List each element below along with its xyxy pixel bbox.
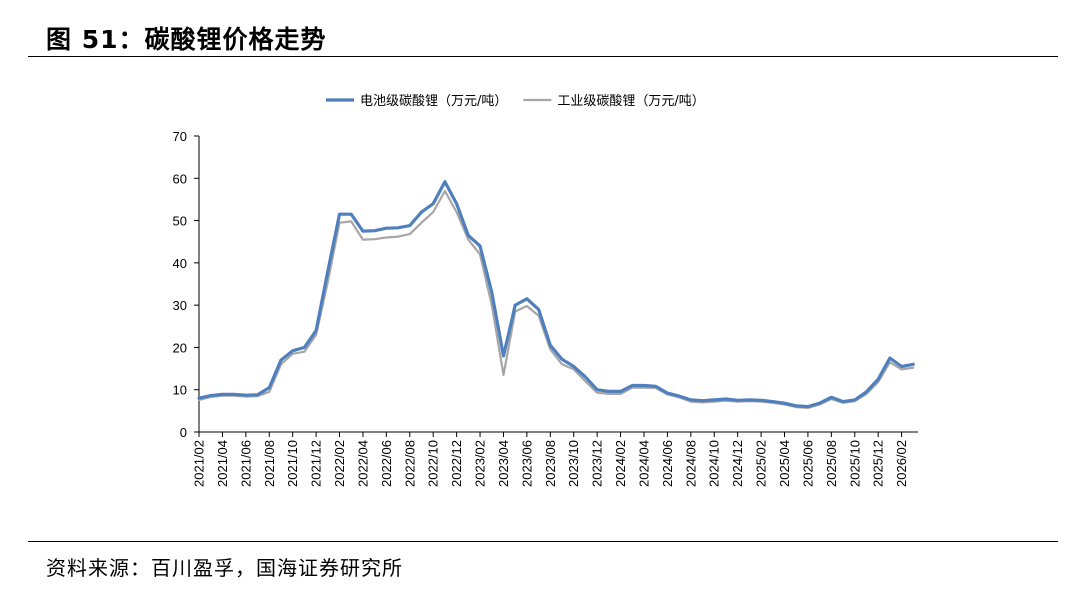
x-tick-label: 2021/04	[215, 440, 230, 487]
x-tick-label: 2021/02	[192, 440, 207, 487]
y-tick-label: 30	[173, 298, 187, 313]
y-axis: 0 10 20 30 40 50 60 70	[173, 129, 200, 440]
y-tick-label: 40	[173, 256, 187, 271]
y-tick-label: 50	[173, 214, 187, 229]
x-tick-label: 2024/10	[707, 440, 722, 487]
x-tick-label: 2022/10	[426, 440, 441, 487]
legend-label-battery: 电池级碳酸锂（万元/吨）	[360, 94, 507, 109]
x-tick-label: 2023/04	[496, 440, 511, 487]
x-tick-label: 2024/12	[730, 440, 745, 487]
series-layer	[197, 180, 915, 409]
x-tick-label: 2025/12	[871, 440, 886, 487]
source-note: 资料来源：百川盈孚，国海证券研究所	[46, 556, 403, 580]
y-tick-label: 70	[173, 129, 187, 144]
legend-label-industrial: 工业级碳酸锂（万元/吨）	[557, 94, 704, 109]
x-tick-label: 2024/02	[613, 440, 628, 487]
x-tick-label: 2025/06	[800, 440, 815, 487]
y-tick-label: 60	[173, 171, 187, 186]
x-tick-label: 2023/12	[590, 440, 605, 487]
title-rule	[28, 56, 1058, 57]
x-tick-label: 2025/02	[754, 440, 769, 487]
x-tick-label: 2026/02	[894, 440, 909, 487]
x-tick-label: 2022/12	[449, 440, 464, 487]
x-tick-label: 2024/08	[683, 440, 698, 487]
x-tick-label: 2024/04	[636, 440, 651, 487]
y-tick-label: 20	[173, 340, 187, 355]
x-tick-label: 2021/06	[238, 440, 253, 487]
source-rule	[28, 541, 1058, 542]
y-tick-label: 10	[173, 383, 187, 398]
chart-legend: 电池级碳酸锂（万元/吨） 工业级碳酸锂（万元/吨）	[326, 94, 705, 109]
x-tick-label: 2021/08	[262, 440, 277, 487]
x-tick-label: 2025/04	[777, 440, 792, 487]
x-axis: 2021/02 2021/04 2021/06 2021/08 2021/10 2021/…	[192, 431, 918, 487]
figure-title: 图 51：碳酸锂价格走势	[46, 25, 327, 54]
x-tick-label: 2021/12	[309, 440, 324, 487]
series-line-industrial	[197, 189, 915, 409]
x-tick-label: 2024/06	[660, 440, 675, 487]
x-tick-label: 2023/08	[543, 440, 558, 487]
x-tick-label: 2021/10	[285, 440, 300, 487]
x-tick-label: 2022/06	[379, 440, 394, 487]
series-line-battery	[197, 180, 915, 409]
x-tick-label: 2022/02	[332, 440, 347, 487]
x-tick-label: 2023/02	[473, 440, 488, 487]
x-tick-label: 2023/06	[519, 440, 534, 487]
y-tick-label: 0	[180, 425, 187, 440]
x-tick-label: 2023/10	[566, 440, 581, 487]
x-tick-label: 2025/10	[847, 440, 862, 487]
x-tick-label: 2022/04	[355, 440, 370, 487]
x-tick-label: 2025/08	[824, 440, 839, 487]
x-tick-label: 2022/08	[402, 440, 417, 487]
